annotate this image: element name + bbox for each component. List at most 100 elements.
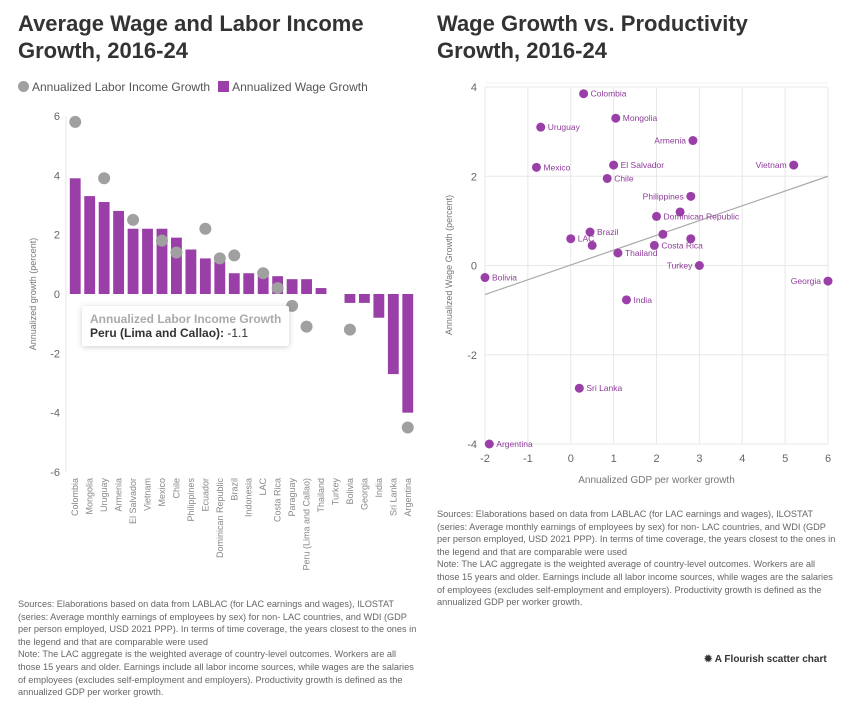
y-tick-label: 0	[471, 261, 477, 273]
bar-chart-title: Average Wage and Labor Income Growth, 20…	[18, 11, 364, 63]
scatter-point	[675, 207, 685, 217]
note-text: Note: The LAC aggregate is the weighted …	[437, 559, 833, 608]
point-label: Uruguay	[548, 122, 581, 132]
y-tick-label: 4	[54, 170, 60, 182]
scatter-point	[694, 261, 704, 270]
legend-dot-swatch	[18, 81, 29, 92]
x-category-label: Peru (Lima and Callao)	[302, 478, 312, 571]
x-category-label: Bolivia	[345, 478, 355, 505]
x-tick-label: 2	[653, 453, 659, 465]
wage-bar	[257, 276, 269, 294]
point-label: Mongolia	[623, 113, 658, 123]
scatter-point	[574, 383, 584, 393]
x-category-label: Costa Rica	[273, 478, 283, 522]
scatter-point	[579, 89, 589, 99]
point-label: Dominican Republic	[664, 211, 740, 221]
point-label: Armenia	[654, 136, 686, 146]
y-tick-label: 0	[54, 289, 60, 301]
scatter-point	[621, 295, 631, 305]
x-tick-label: 3	[696, 453, 702, 465]
tooltip-series: Annualized Labor Income Growth	[90, 312, 282, 326]
x-axis-title: Annualized GDP per worker growth	[578, 475, 735, 486]
legend-item-labor-income[interactable]: Annualized Labor Income Growth	[18, 80, 210, 94]
x-category-label: Ecuador	[200, 478, 210, 512]
labor-income-dot	[199, 222, 212, 235]
y-tick-label: -4	[467, 439, 477, 451]
x-category-label: India	[374, 478, 384, 498]
labor-income-dot	[98, 172, 111, 185]
x-category-label: Mongolia	[85, 478, 95, 515]
scatter-point	[652, 211, 661, 221]
x-tick-label: -1	[523, 453, 533, 465]
scatter-point	[536, 122, 546, 132]
scatter-point	[686, 191, 696, 201]
x-category-label: Colombia	[70, 478, 80, 516]
point-label: Costa Rica	[661, 240, 703, 250]
x-category-label: Sri Lanka	[388, 478, 398, 516]
point-label: Bolivia	[492, 273, 517, 283]
scatter-point	[587, 240, 597, 250]
wage-bar	[243, 273, 255, 294]
sources-text: Sources: Elaborations based on data from…	[18, 599, 417, 647]
scatter-point	[611, 113, 621, 123]
note-text: Note: The LAC aggregate is the weighted …	[18, 649, 414, 698]
tooltip-label: Peru (Lima and Callao):	[90, 326, 225, 340]
flourish-logo-icon: ✹	[704, 654, 715, 665]
y-axis-title: Annualized growth (percent)	[28, 238, 38, 351]
legend-item-wage[interactable]: Annualized Wage Growth	[218, 80, 368, 94]
bar-chart-notes: Sources: Elaborations based on data from…	[18, 598, 418, 699]
wage-bar	[185, 249, 197, 294]
x-category-label: Paraguay	[287, 478, 297, 517]
labor-income-dot	[257, 267, 270, 280]
wage-bar	[387, 294, 399, 375]
wage-bar	[402, 294, 414, 413]
labor-income-dot	[127, 213, 140, 226]
point-label: Chile	[614, 173, 634, 183]
x-category-label: Brazil	[229, 478, 239, 501]
x-category-label: Chile	[171, 478, 181, 499]
wage-bar	[142, 228, 153, 294]
wage-bar	[69, 178, 81, 294]
point-label: LAC	[578, 234, 595, 244]
labor-income-dot	[213, 252, 226, 265]
labor-income-dot	[286, 299, 299, 312]
y-tick-label: 2	[471, 171, 477, 183]
scatter-point	[658, 229, 668, 239]
wage-bar	[301, 279, 312, 294]
labor-income-dot	[401, 421, 414, 434]
wage-bar	[344, 294, 356, 303]
scatter-point	[688, 136, 698, 146]
credit-label: A Flourish scatter chart	[714, 654, 827, 665]
point-label: Thailand	[625, 248, 658, 258]
wage-bar	[286, 279, 298, 294]
trend-line	[484, 175, 829, 296]
x-category-label: El Salvador	[128, 478, 138, 524]
scatter-point	[484, 439, 494, 449]
point-label: Argentina	[496, 439, 533, 449]
x-category-label: Armenia	[114, 478, 124, 512]
legend-label: Annualized Labor Income Growth	[32, 80, 211, 94]
scatter-point	[649, 240, 659, 250]
flourish-credit-link[interactable]: ✹ A Flourish scatter chart	[704, 654, 827, 665]
x-tick-label: 4	[739, 453, 745, 465]
y-tick-label: 4	[471, 82, 477, 94]
scatter-point	[823, 276, 833, 286]
x-category-label: Vietnam	[143, 478, 153, 511]
labor-income-dot	[343, 323, 356, 336]
wage-bar	[358, 294, 370, 303]
point-label: Philippines	[643, 191, 684, 201]
wage-bar	[214, 261, 226, 294]
legend-label: Annualized Wage Growth	[232, 80, 368, 94]
labor-income-dot	[155, 234, 168, 247]
x-category-label: Dominican Republic	[215, 478, 225, 559]
labor-income-dot	[271, 282, 284, 295]
y-tick-label: -6	[50, 467, 60, 479]
bar-chart-legend: Annualized Labor Income Growth Annualize…	[18, 80, 368, 94]
point-label: Sri Lanka	[586, 383, 622, 393]
scatter-chart-title: Wage Growth vs. Productivity Growth, 201…	[437, 11, 748, 63]
x-tick-label: -2	[480, 453, 490, 465]
x-category-label: LAC	[258, 478, 268, 496]
point-label: El Salvador	[621, 160, 665, 170]
scatter-point	[602, 173, 612, 183]
